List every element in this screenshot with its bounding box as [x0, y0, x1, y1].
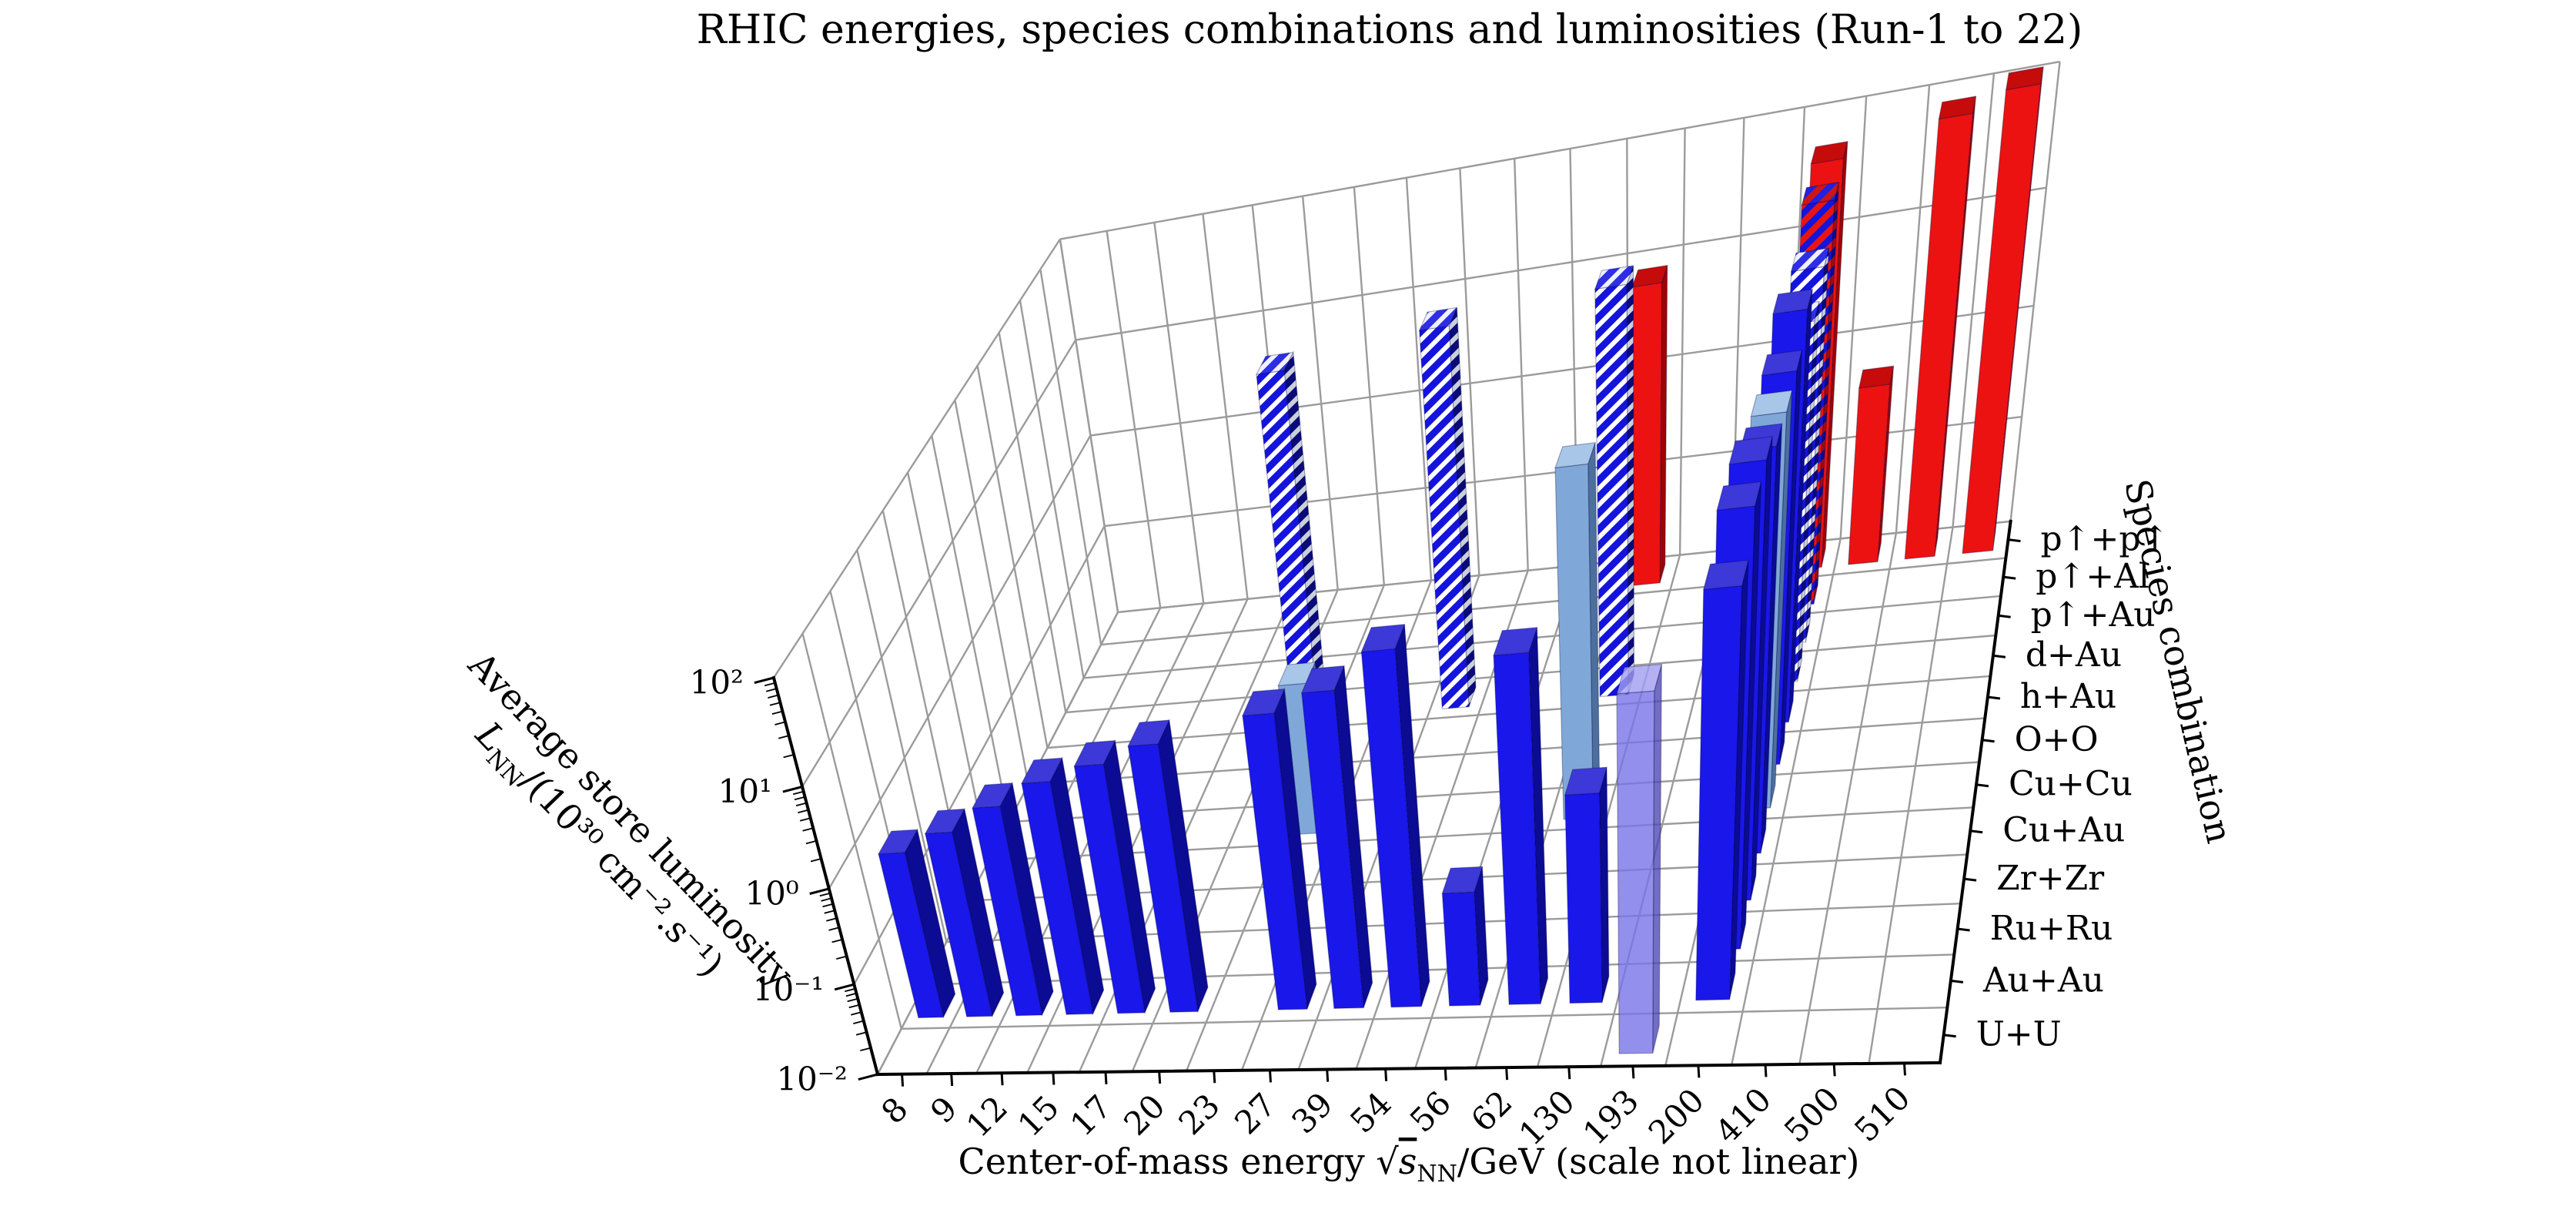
bar-Cu+Cu-62 [1554, 441, 1601, 820]
z-tick-label: 10¹ [718, 772, 772, 810]
species-label-Cu+Cu: Cu+Cu [2009, 765, 2133, 804]
bar-Au+Au-8 [878, 828, 956, 1019]
z-tick-label: 10⁻¹ [753, 970, 824, 1008]
bar-d+Au-62 [1594, 265, 1635, 698]
bar-p↑+p↑-410 [1848, 365, 1895, 565]
species-label-O+O: O+O [2015, 720, 2099, 759]
bar-p↑+p↑-500 [1904, 95, 1977, 560]
energy-tick-label: 15 [1011, 1088, 1066, 1144]
species-axis-ticks [1943, 538, 2021, 1038]
species-label-p↑+Au: p↑+Au [2031, 595, 2156, 635]
luminosity-axis-ticks: 10⁻² 10⁻¹ 10⁰ 10¹ 10² [690, 664, 878, 1098]
species-label-Au+Au: Au+Au [1982, 960, 2104, 1000]
bar-Au+Au-17 [1073, 739, 1156, 1015]
bar-Au+Au-56 [1441, 866, 1489, 1007]
energy-tick-label: 27 [1227, 1086, 1283, 1141]
bar-Au+Au-39 [1300, 665, 1373, 1010]
species-label-Ru+Ru: Ru+Ru [1990, 909, 2113, 948]
bar-p↑+p↑-510 [1962, 66, 2044, 555]
species-label-h+Au: h+Au [2020, 677, 2116, 716]
bar-Au+Au-27 [1242, 687, 1317, 1010]
bar-U+U-193 [1616, 663, 1663, 1054]
energy-tick-label: 62 [1464, 1084, 1519, 1139]
bar-Au+Au-130 [1564, 766, 1610, 1004]
bar-Au+Au-62 [1493, 627, 1549, 1005]
energy-tick-label: 39 [1284, 1085, 1340, 1141]
energy-tick-label: 23 [1171, 1087, 1226, 1142]
species-label-U+U: U+U [1976, 1015, 2062, 1054]
bar-p↑+p↑-62 [1631, 264, 1668, 586]
z-tick-label: 10⁻² [776, 1061, 847, 1098]
chart-title: RHIC energies, species combinations and … [697, 7, 2083, 53]
species-label-Zr+Zr: Zr+Zr [1996, 859, 2105, 898]
bar-Au+Au-20 [1127, 718, 1209, 1014]
energy-tick-label: 510 [1847, 1079, 1917, 1149]
bar-Au+Au-200 [1695, 559, 1749, 1001]
species-axis-label: Species combination [2116, 475, 2240, 847]
species-label-p↑+p↑: p↑+p↑ [2041, 520, 2170, 559]
energy-tick-label: 56 [1403, 1084, 1458, 1139]
bar-Au+Au-12 [972, 781, 1054, 1017]
energy-tick-label: 54 [1343, 1084, 1398, 1140]
energy-tick-label: 500 [1777, 1080, 1847, 1150]
z-tick-label: 10² [690, 664, 744, 702]
species-label-d+Au: d+Au [2026, 635, 2122, 675]
z-axis-label: Average store luminosityLNN/(10³⁰ cm⁻².s… [425, 643, 801, 1028]
bar-Au+Au-9 [924, 807, 1005, 1018]
bar-d+Au-39 [1418, 307, 1477, 710]
energy-tick-label: 9 [923, 1089, 965, 1131]
bar-Au+Au-15 [1021, 756, 1105, 1016]
z-tick-label: 10⁰ [744, 875, 798, 913]
energy-tick-label: 8 [874, 1090, 915, 1131]
axes-frame [771, 519, 2012, 1077]
x-axis-label: Center-of-mass energy √sNN/GeV (scale no… [958, 1141, 1860, 1188]
species-label-p↑+Al: p↑+Al [2036, 557, 2149, 596]
energy-tick-label: 20 [1116, 1087, 1172, 1142]
species-labels: U+UAu+AuRu+RuZr+ZrCu+AuCu+CuO+Oh+Aud+Aup… [1976, 520, 2170, 1054]
bar-Au+Au-54 [1360, 624, 1430, 1008]
species-label-Cu+Au: Cu+Au [2002, 811, 2125, 850]
energy-tick-label: 12 [959, 1089, 1015, 1144]
energy-tick-label: 17 [1063, 1087, 1119, 1143]
bars [878, 66, 2044, 1054]
